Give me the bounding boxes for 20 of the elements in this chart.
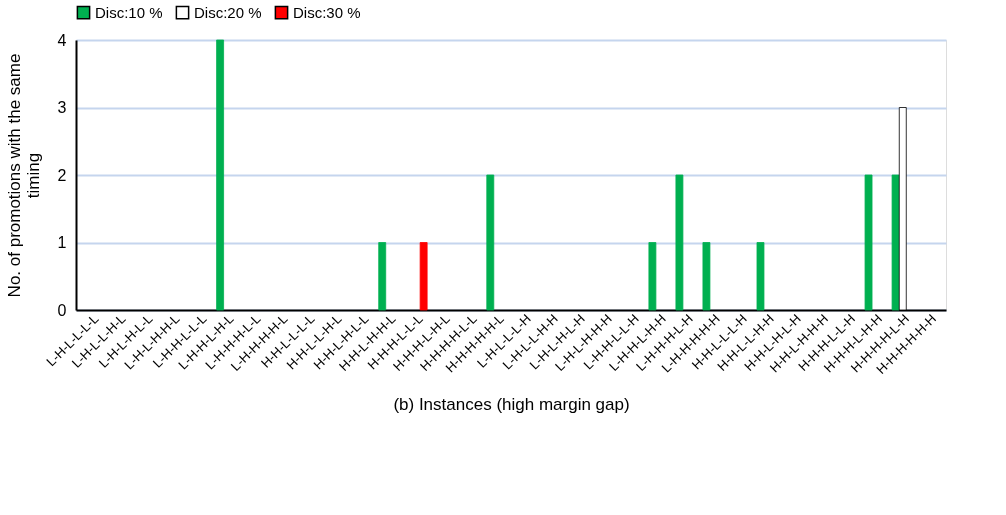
legend-label: Disc:30 % bbox=[293, 3, 361, 21]
y-tick-label: 1 bbox=[57, 234, 67, 251]
bar bbox=[675, 174, 684, 311]
bar bbox=[216, 39, 224, 311]
bar bbox=[891, 174, 900, 311]
y-axis-title: No. of promotions with the same timing bbox=[4, 53, 43, 298]
bar bbox=[419, 242, 428, 311]
legend-label: Disc:10 % bbox=[95, 3, 163, 21]
bar bbox=[486, 174, 495, 311]
x-axis-title: (b) Instances (high margin gap) bbox=[393, 394, 630, 414]
legend-label: Disc:20 % bbox=[194, 3, 262, 21]
y-tick-label: 2 bbox=[57, 166, 67, 184]
bar bbox=[756, 242, 765, 311]
bar bbox=[702, 242, 711, 311]
y-tick-label: 4 bbox=[57, 31, 67, 49]
bar bbox=[378, 242, 387, 311]
bar bbox=[648, 242, 657, 311]
y-tick-label: 3 bbox=[57, 99, 67, 116]
bar bbox=[864, 174, 873, 311]
y-tick-label: 0 bbox=[57, 301, 67, 319]
